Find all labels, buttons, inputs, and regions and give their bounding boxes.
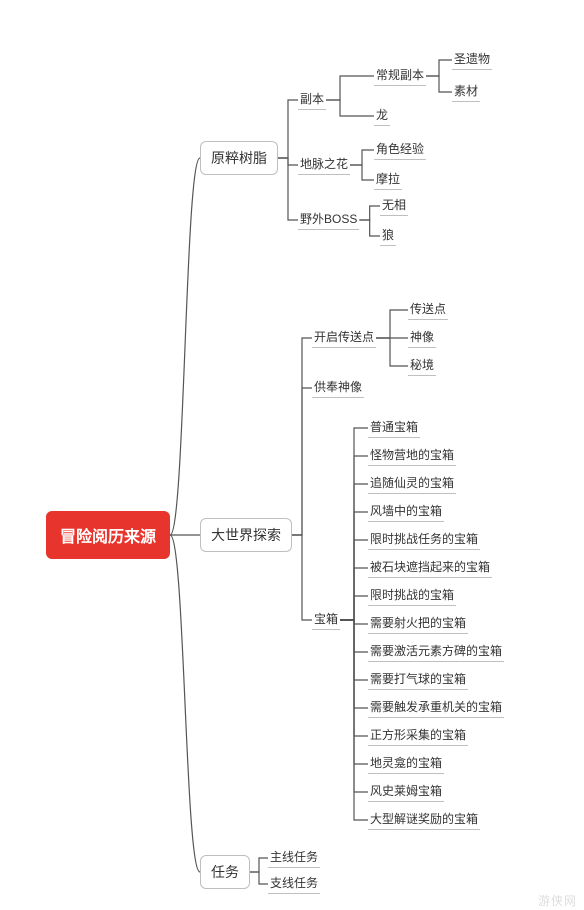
edge-n_chest-n_c10 <box>340 620 368 680</box>
mindmap-node-n_c10: 需要打气球的宝箱 <box>368 670 468 690</box>
edge-n_domain_reg-n_domain_relic <box>426 60 452 76</box>
mindmap-canvas: 游侠网 冒险阅历来源 原粹树脂大世界探索任务 副本地脉之花野外BOSS 常规副本龙 圣遗… <box>0 0 584 910</box>
mindmap-node-n_domain_relic: 圣遗物 <box>452 50 492 70</box>
edge-n_chest-n_c14 <box>340 620 368 792</box>
watermark: 游侠网 <box>538 892 577 909</box>
edge-n_chest-n_c02 <box>340 456 368 620</box>
edge-n_leyline-n_ley_mora <box>350 165 374 180</box>
mindmap-node-n_domain_drg: 龙 <box>374 106 390 126</box>
edge-root-n_task <box>170 535 200 872</box>
mindmap-node-n_c03: 追随仙灵的宝箱 <box>368 474 456 494</box>
mindmap-node-n_c08: 需要射火把的宝箱 <box>368 614 468 634</box>
mindmap-node-n_tele: 开启传送点 <box>312 328 376 348</box>
mindmap-node-n_task_main: 主线任务 <box>268 848 320 868</box>
mindmap-node-n_c09: 需要激活元素方碑的宝箱 <box>368 642 504 662</box>
mindmap-node-n_c05: 限时挑战任务的宝箱 <box>368 530 480 550</box>
edge-n_leyline-n_ley_exp <box>350 150 374 165</box>
edge-n_chest-n_c05 <box>340 540 368 620</box>
edge-root-n_resin <box>170 158 200 535</box>
edge-n_world-n_statue <box>292 388 312 535</box>
edge-n_domain-n_domain_drg <box>326 100 374 116</box>
mindmap-node-n_leyline: 地脉之花 <box>298 155 350 175</box>
mindmap-node-root: 冒险阅历来源 <box>46 511 170 559</box>
mindmap-node-n_boss: 野外BOSS <box>298 210 359 230</box>
mindmap-node-n_c07: 限时挑战的宝箱 <box>368 586 456 606</box>
mindmap-node-n_c12: 正方形采集的宝箱 <box>368 726 468 746</box>
edge-n_chest-n_c09 <box>340 620 368 652</box>
mindmap-node-n_ley_mora: 摩拉 <box>374 170 402 190</box>
mindmap-node-n_c14: 风史莱姆宝箱 <box>368 782 444 802</box>
mindmap-node-n_boss_none: 无相 <box>380 196 408 216</box>
mindmap-node-n_domain_reg: 常规副本 <box>374 66 426 86</box>
edge-n_chest-n_c08 <box>340 620 368 624</box>
edge-layer <box>0 0 584 910</box>
edge-n_boss-n_boss_none <box>359 206 380 220</box>
edge-n_domain-n_domain_reg <box>326 76 374 100</box>
edge-n_task-n_task_side <box>250 872 268 884</box>
mindmap-node-n_boss_wolf: 狼 <box>380 226 396 246</box>
mindmap-node-n_chest: 宝箱 <box>312 610 340 630</box>
mindmap-node-n_statue: 供奉神像 <box>312 378 364 398</box>
edge-n_task-n_task_main <box>250 858 268 872</box>
mindmap-node-n_resin: 原粹树脂 <box>200 141 278 175</box>
mindmap-node-n_c04: 风墙中的宝箱 <box>368 502 444 522</box>
edge-n_tele-n_tele_wp <box>376 310 408 338</box>
mindmap-node-n_domain: 副本 <box>298 90 326 110</box>
edge-n_chest-n_c07 <box>340 596 368 620</box>
mindmap-node-n_c11: 需要触发承重机关的宝箱 <box>368 698 504 718</box>
mindmap-node-n_c02: 怪物营地的宝箱 <box>368 446 456 466</box>
edge-n_domain_reg-n_domain_mat <box>426 76 452 92</box>
mindmap-node-n_tele_statue: 神像 <box>408 328 436 348</box>
mindmap-node-n_domain_mat: 素材 <box>452 82 480 102</box>
edge-n_boss-n_boss_wolf <box>359 220 380 236</box>
edge-n_chest-n_c13 <box>340 620 368 764</box>
edge-n_world-n_chest <box>292 535 312 620</box>
edge-n_chest-n_c12 <box>340 620 368 736</box>
mindmap-node-n_c13: 地灵龛的宝箱 <box>368 754 444 774</box>
edge-n_resin-n_leyline <box>278 158 298 165</box>
mindmap-node-n_task: 任务 <box>200 855 250 889</box>
edge-n_chest-n_c03 <box>340 484 368 620</box>
mindmap-node-n_c15: 大型解谜奖励的宝箱 <box>368 810 480 830</box>
edge-n_chest-n_c06 <box>340 568 368 620</box>
edge-n_world-n_tele <box>292 338 312 535</box>
mindmap-node-n_tele_wp: 传送点 <box>408 300 448 320</box>
edge-n_chest-n_c04 <box>340 512 368 620</box>
edge-n_resin-n_domain <box>278 100 298 158</box>
edge-n_chest-n_c15 <box>340 620 368 820</box>
edge-n_resin-n_boss <box>278 158 298 220</box>
edge-n_chest-n_c11 <box>340 620 368 708</box>
mindmap-node-n_c01: 普通宝箱 <box>368 418 420 438</box>
mindmap-node-n_c06: 被石块遮挡起来的宝箱 <box>368 558 492 578</box>
mindmap-node-n_world: 大世界探索 <box>200 518 292 552</box>
edge-n_chest-n_c01 <box>340 428 368 620</box>
mindmap-node-n_tele_domain: 秘境 <box>408 356 436 376</box>
mindmap-node-n_task_side: 支线任务 <box>268 874 320 894</box>
mindmap-node-n_ley_exp: 角色经验 <box>374 140 426 160</box>
edge-n_tele-n_tele_domain <box>376 338 408 366</box>
